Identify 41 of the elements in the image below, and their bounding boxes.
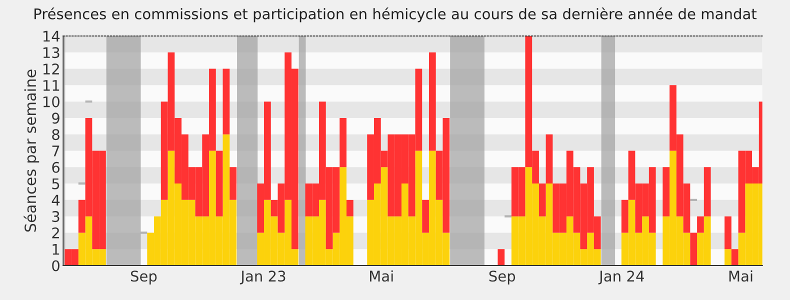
chart-title: Présences en commissions et participation en hémicycle au cours de sa dernière année de mandat xyxy=(34,8,757,22)
bar xyxy=(230,167,237,200)
y-tick-label: 6 xyxy=(52,162,60,173)
bar xyxy=(621,200,628,233)
bar xyxy=(538,184,546,216)
x-tick-label: Mai xyxy=(729,270,752,282)
bar xyxy=(428,52,436,151)
y-tick-label: 11 xyxy=(43,80,60,91)
bar xyxy=(422,200,429,233)
bar xyxy=(724,216,732,250)
y-tick-label: 8 xyxy=(52,129,60,140)
bar xyxy=(690,232,698,266)
bar xyxy=(346,200,354,216)
x-tick-label: Sep xyxy=(130,270,157,284)
y-tick-label: 10 xyxy=(43,96,60,108)
bar xyxy=(704,167,711,216)
bar xyxy=(662,167,670,216)
y-tick-label: 4 xyxy=(52,194,60,206)
y-tick-label: 9 xyxy=(52,112,60,124)
bar xyxy=(498,249,505,266)
x-tick-label: Jan 24 xyxy=(598,270,644,284)
bar xyxy=(731,249,738,266)
y-tick-label: 14 xyxy=(43,30,60,42)
bar xyxy=(340,118,346,168)
y-tick-label: 2 xyxy=(52,227,59,238)
bar xyxy=(216,150,223,216)
y-tick-label: 3 xyxy=(52,211,60,222)
y-tick-label: 0 xyxy=(52,260,60,272)
bar xyxy=(222,68,230,134)
x-tick-label: Mai xyxy=(370,270,393,282)
x-tick-label: Sep xyxy=(489,270,516,284)
y-tick-label: 5 xyxy=(52,178,60,190)
bar xyxy=(546,134,553,184)
x-tick-label: Jan 23 xyxy=(240,270,286,284)
y-tick-label: 12 xyxy=(43,64,59,74)
bar xyxy=(724,249,732,266)
y-tick-label: 1 xyxy=(52,244,60,255)
bar xyxy=(697,216,704,233)
y-axis-title: Séances par semaine xyxy=(24,70,40,232)
y-tick-label: 7 xyxy=(52,146,60,156)
y-tick-label: 13 xyxy=(43,47,60,58)
